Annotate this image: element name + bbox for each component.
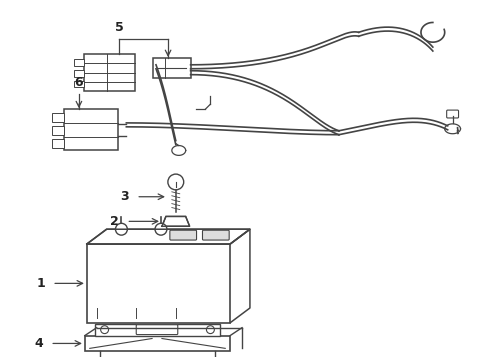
- Text: 1: 1: [37, 277, 45, 290]
- FancyBboxPatch shape: [446, 110, 458, 118]
- Circle shape: [115, 223, 127, 235]
- FancyBboxPatch shape: [202, 230, 229, 240]
- Text: 2: 2: [109, 215, 118, 228]
- FancyBboxPatch shape: [169, 230, 196, 240]
- FancyBboxPatch shape: [52, 113, 64, 122]
- FancyBboxPatch shape: [74, 81, 83, 87]
- FancyBboxPatch shape: [83, 54, 135, 91]
- Polygon shape: [162, 216, 189, 226]
- FancyBboxPatch shape: [74, 59, 83, 66]
- FancyBboxPatch shape: [74, 70, 83, 77]
- FancyBboxPatch shape: [52, 139, 64, 148]
- Text: 6: 6: [75, 76, 83, 89]
- Text: 4: 4: [35, 337, 43, 350]
- Polygon shape: [87, 229, 249, 244]
- Text: 5: 5: [115, 21, 123, 34]
- FancyBboxPatch shape: [136, 325, 178, 334]
- FancyBboxPatch shape: [153, 58, 190, 78]
- Circle shape: [155, 223, 166, 235]
- FancyBboxPatch shape: [87, 244, 230, 323]
- Circle shape: [206, 326, 214, 334]
- Circle shape: [101, 326, 108, 334]
- FancyBboxPatch shape: [95, 324, 220, 336]
- FancyBboxPatch shape: [64, 109, 118, 150]
- Circle shape: [167, 174, 183, 190]
- FancyBboxPatch shape: [52, 126, 64, 135]
- FancyBboxPatch shape: [84, 336, 230, 351]
- Text: 3: 3: [120, 190, 128, 203]
